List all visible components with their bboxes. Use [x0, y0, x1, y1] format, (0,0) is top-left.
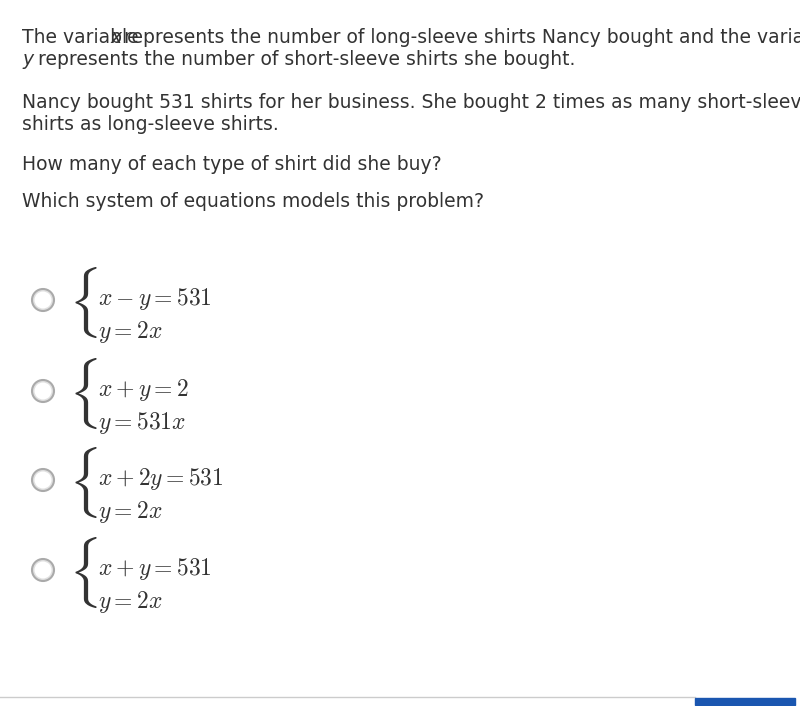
Text: Which system of equations models this problem?: Which system of equations models this pr… [22, 192, 484, 211]
Text: $x + 2y = 531$: $x + 2y = 531$ [98, 466, 224, 492]
Text: The variable: The variable [22, 28, 145, 47]
Text: x: x [110, 28, 121, 47]
Text: $x + y = 2$: $x + y = 2$ [98, 377, 189, 403]
Text: $\{$: $\{$ [68, 445, 98, 520]
Circle shape [34, 561, 51, 578]
Text: $\{$: $\{$ [68, 356, 98, 431]
Text: $\{$: $\{$ [68, 265, 98, 340]
Text: $y = 531x$: $y = 531x$ [98, 410, 186, 436]
Circle shape [32, 289, 54, 311]
Text: $x + y = 531$: $x + y = 531$ [98, 556, 212, 582]
Text: $y = 2x$: $y = 2x$ [98, 499, 162, 525]
Text: represents the number of long-sleeve shirts Nancy bought and the variable: represents the number of long-sleeve shi… [118, 28, 800, 47]
Circle shape [34, 383, 51, 400]
Text: y: y [22, 50, 33, 69]
Text: $\{$: $\{$ [68, 535, 98, 610]
Circle shape [34, 472, 51, 489]
Text: How many of each type of shirt did she buy?: How many of each type of shirt did she b… [22, 155, 442, 174]
Circle shape [32, 559, 54, 581]
Text: $x - y = 531$: $x - y = 531$ [98, 286, 212, 312]
Circle shape [32, 469, 54, 491]
Circle shape [34, 292, 51, 309]
Text: $y = 2x$: $y = 2x$ [98, 319, 162, 345]
Text: Nancy bought 531 shirts for her business. She bought 2 times as many short-sleev: Nancy bought 531 shirts for her business… [22, 93, 800, 112]
Bar [695, 698, 795, 705]
Text: represents the number of short-sleeve shirts she bought.: represents the number of short-sleeve sh… [32, 50, 575, 69]
Text: shirts as long-sleeve shirts.: shirts as long-sleeve shirts. [22, 115, 278, 134]
Circle shape [32, 380, 54, 402]
Text: $y = 2x$: $y = 2x$ [98, 589, 162, 615]
